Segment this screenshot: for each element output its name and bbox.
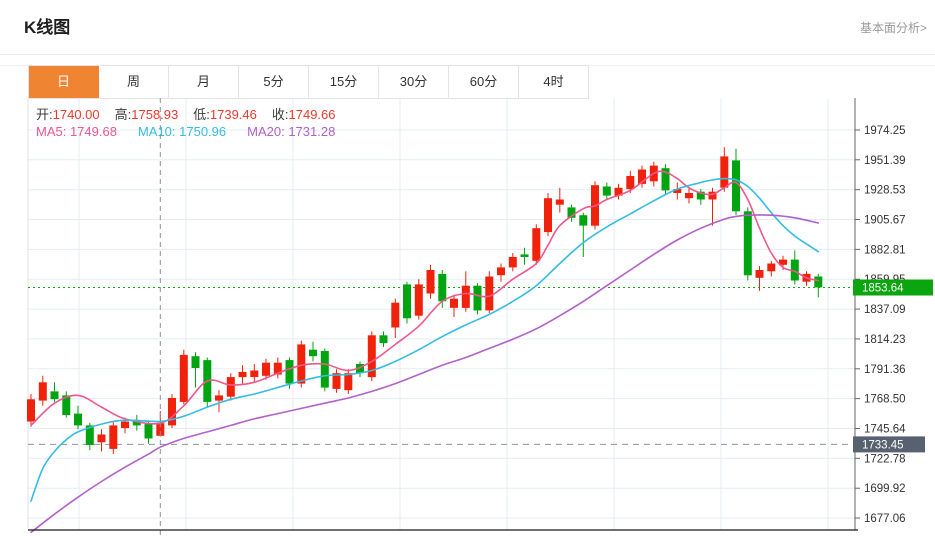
svg-text:1699.92: 1699.92 bbox=[864, 483, 906, 495]
ma-item-ma10: MA10: 1750.96 bbox=[137, 124, 227, 139]
ma20-line bbox=[30, 214, 820, 534]
ohlc-high-value: 1758.93 bbox=[131, 107, 179, 122]
ohlc-close-value: 1749.66 bbox=[288, 107, 336, 122]
y-axis: 1974.251951.391928.531905.671882.811859.… bbox=[28, 98, 906, 531]
svg-text:1768.50: 1768.50 bbox=[864, 394, 906, 406]
crosshair-price-label: 1733.45 bbox=[853, 436, 925, 453]
ma10-line bbox=[30, 177, 820, 502]
ohlc-open-label: 开: bbox=[36, 107, 53, 122]
svg-text:1905.67: 1905.67 bbox=[864, 215, 906, 227]
current-price-label: 1853.64 bbox=[853, 279, 933, 296]
ohlc-high-label: 高: bbox=[114, 107, 132, 122]
svg-text:1951.39: 1951.39 bbox=[864, 155, 906, 167]
svg-text:1928.53: 1928.53 bbox=[864, 185, 906, 197]
svg-text:1853.64: 1853.64 bbox=[862, 283, 904, 295]
svg-text:1882.81: 1882.81 bbox=[864, 244, 906, 256]
page-title: K线图 bbox=[24, 18, 71, 37]
svg-text:1677.06: 1677.06 bbox=[864, 513, 906, 525]
ohlc-readout: 开:1740.00 高:1758.93 低:1739.46 收:1749.66 bbox=[36, 104, 351, 123]
svg-text:1733.45: 1733.45 bbox=[862, 439, 904, 451]
svg-text:1745.64: 1745.64 bbox=[864, 424, 906, 436]
tab-60min[interactable]: 60分 bbox=[449, 66, 519, 98]
grid-layer bbox=[27, 98, 855, 530]
kline-chart[interactable]: 1974.251951.391928.531905.671882.811859.… bbox=[0, 98, 935, 536]
tab-5min[interactable]: 5分 bbox=[239, 66, 309, 98]
svg-text:1791.36: 1791.36 bbox=[864, 364, 906, 376]
fundamental-analysis-link[interactable]: 基本面分析> bbox=[859, 21, 927, 35]
ohlc-open-value: 1740.00 bbox=[52, 107, 100, 122]
ma-lines-layer bbox=[30, 170, 820, 534]
ma5-line bbox=[30, 170, 820, 427]
ma-readout: MA5: 1749.68 MA10: 1750.96 MA20: 1731.28 bbox=[36, 124, 356, 139]
ohlc-close-label: 收: bbox=[271, 107, 289, 122]
svg-text:1722.78: 1722.78 bbox=[864, 453, 906, 465]
tab-week[interactable]: 周 bbox=[99, 66, 169, 98]
ma-item-ma5: MA5: 1749.68 bbox=[36, 124, 117, 139]
interval-tabbar: 日周月 5分 15分 30分 60分 4时 bbox=[28, 65, 589, 99]
svg-text:1814.23: 1814.23 bbox=[864, 334, 906, 346]
ohlc-low-value: 1739.46 bbox=[209, 107, 257, 122]
tab-4hour[interactable]: 4时 bbox=[519, 66, 588, 98]
ohlc-low-label: 低: bbox=[193, 107, 210, 122]
ma-item-ma20: MA20: 1731.28 bbox=[247, 124, 336, 139]
tab-month[interactable]: 月 bbox=[169, 66, 239, 98]
tab-day[interactable]: 日 bbox=[29, 66, 99, 98]
title-separator bbox=[0, 54, 935, 55]
tab-30min[interactable]: 30分 bbox=[379, 66, 449, 98]
svg-text:1837.09: 1837.09 bbox=[864, 304, 906, 316]
svg-text:1974.25: 1974.25 bbox=[864, 125, 906, 137]
tab-15min[interactable]: 15分 bbox=[309, 66, 379, 98]
